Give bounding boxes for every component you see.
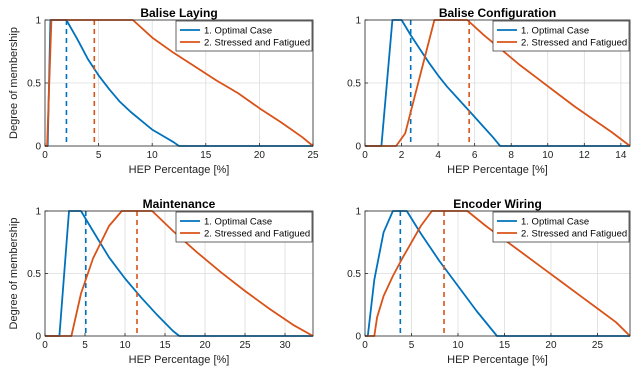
legend-entry-1: 1. Optimal Case — [204, 217, 272, 228]
x-tick-label: 2 — [399, 150, 405, 161]
y-tick-label: 0 — [355, 332, 361, 343]
legend-box — [175, 20, 313, 52]
y-tick-label: 0.5 — [27, 79, 41, 90]
x-tick-label: 10 — [147, 150, 159, 161]
y-tick-label: 1 — [35, 207, 41, 218]
x-tick-label: 5 — [96, 150, 102, 161]
x-tick-label: 20 — [199, 340, 211, 351]
series-line-2 — [45, 210, 314, 337]
x-tick-label: 5 — [82, 340, 88, 351]
y-tick-label: 0 — [355, 142, 361, 153]
x-tick-label: 15 — [159, 340, 171, 351]
y-axis-label: Degree of membership — [8, 218, 20, 330]
legend-entry-1: 1. Optimal Case — [521, 217, 589, 228]
y-tick-label: 0 — [35, 142, 41, 153]
x-axis-label: HEP Percentage [%] — [129, 354, 230, 366]
chart-title: Encoder Wiring — [453, 197, 542, 211]
x-tick-label: 10 — [452, 340, 464, 351]
legend-entry-2: 2. Stressed and Fatigued — [521, 229, 627, 240]
chart-panel-3: 0 5 10 15 20 25 30 0 0.5 1 Maintenance HEP Percenta… — [8, 197, 314, 366]
y-tick-label: 1 — [355, 16, 361, 27]
chart-panel-4: 0 5 10 15 20 25 0 0.5 1 Encoder Wiring HEP Percent… — [347, 197, 631, 366]
x-tick-label: 8 — [508, 150, 514, 161]
series-line-2 — [365, 19, 631, 147]
legend-entry-2: 2. Stressed and Fatigued — [204, 229, 310, 240]
chart-panel-2: 0 2 4 6 8 10 12 14 0 0.5 1 Balise Configuration HEP … — [347, 6, 631, 176]
y-tick-label: 0.5 — [27, 269, 41, 280]
x-tick-label: 12 — [579, 150, 591, 161]
x-tick-label: 6 — [472, 150, 478, 161]
y-tick-label: 1 — [35, 16, 41, 27]
legend-entry-1: 1. Optimal Case — [521, 26, 589, 37]
x-tick-label: 15 — [200, 150, 212, 161]
x-tick-label: 10 — [542, 150, 554, 161]
legend-box — [175, 211, 313, 243]
legend-box — [492, 20, 630, 52]
x-tick-label: 0 — [362, 340, 368, 351]
y-axis-label: Degree of membership — [8, 27, 20, 139]
x-tick-label: 20 — [545, 340, 557, 351]
x-tick-label: 4 — [435, 150, 441, 161]
x-tick-label: 25 — [592, 340, 604, 351]
chart-title: Balise Laying — [140, 6, 217, 20]
x-tick-label: 15 — [499, 340, 511, 351]
x-tick-label: 0 — [42, 340, 48, 351]
x-tick-label: 0 — [42, 150, 48, 161]
x-tick-label: 30 — [279, 340, 291, 351]
y-tick-label: 0.5 — [347, 79, 361, 90]
x-axis-label: HEP Percentage [%] — [129, 164, 230, 176]
x-tick-label: 14 — [615, 150, 627, 161]
x-tick-label: 5 — [409, 340, 415, 351]
chart-title: Maintenance — [143, 197, 216, 211]
legend-entry-2: 2. Stressed and Fatigued — [204, 38, 310, 49]
y-tick-label: 0.5 — [347, 269, 361, 280]
legend-entry-2: 2. Stressed and Fatigued — [521, 38, 627, 49]
series-line-1 — [45, 210, 313, 337]
y-tick-label: 1 — [355, 207, 361, 218]
x-tick-label: 10 — [119, 340, 131, 351]
x-tick-label: 0 — [362, 150, 368, 161]
legend-entry-1: 1. Optimal Case — [204, 26, 272, 37]
x-tick-label: 20 — [254, 150, 266, 161]
chart-panel-1: 0 5 10 15 20 25 0 0.5 1 Balise Laying HEP Percenta… — [8, 6, 319, 176]
series-line-1 — [365, 210, 630, 337]
x-tick-label: 25 — [239, 340, 251, 351]
x-tick-label: 25 — [307, 150, 319, 161]
chart-title: Balise Configuration — [439, 6, 556, 20]
legend-box — [492, 211, 630, 243]
x-axis-label: HEP Percentage [%] — [447, 164, 548, 176]
y-tick-label: 0 — [35, 332, 41, 343]
x-axis-label: HEP Percentage [%] — [447, 354, 548, 366]
